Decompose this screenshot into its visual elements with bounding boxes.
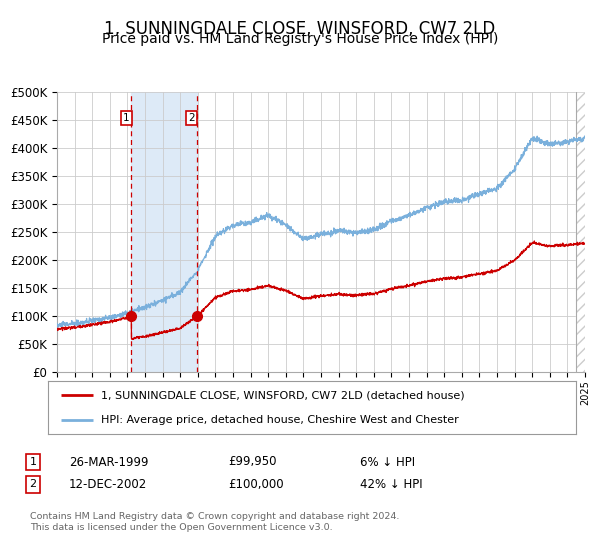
Text: Price paid vs. HM Land Registry's House Price Index (HPI): Price paid vs. HM Land Registry's House … xyxy=(102,32,498,46)
Text: 12-DEC-2002: 12-DEC-2002 xyxy=(69,478,147,491)
Text: £100,000: £100,000 xyxy=(228,478,284,491)
Text: 2: 2 xyxy=(29,479,37,489)
Text: HPI: Average price, detached house, Cheshire West and Chester: HPI: Average price, detached house, Ches… xyxy=(101,414,458,424)
Text: 1, SUNNINGDALE CLOSE, WINSFORD, CW7 2LD (detached house): 1, SUNNINGDALE CLOSE, WINSFORD, CW7 2LD … xyxy=(101,390,464,400)
Bar xyxy=(131,92,197,372)
Text: 2: 2 xyxy=(188,113,195,123)
Text: 42% ↓ HPI: 42% ↓ HPI xyxy=(360,478,422,491)
Bar xyxy=(576,92,585,372)
Text: 1, SUNNINGDALE CLOSE, WINSFORD, CW7 2LD: 1, SUNNINGDALE CLOSE, WINSFORD, CW7 2LD xyxy=(104,20,496,38)
Text: 1: 1 xyxy=(29,457,37,467)
Text: 1: 1 xyxy=(123,113,130,123)
Text: £99,950: £99,950 xyxy=(228,455,277,469)
Text: 6% ↓ HPI: 6% ↓ HPI xyxy=(360,455,415,469)
Bar xyxy=(576,92,585,372)
Text: Contains HM Land Registry data © Crown copyright and database right 2024.
This d: Contains HM Land Registry data © Crown c… xyxy=(30,512,400,532)
Text: 26-MAR-1999: 26-MAR-1999 xyxy=(69,455,149,469)
